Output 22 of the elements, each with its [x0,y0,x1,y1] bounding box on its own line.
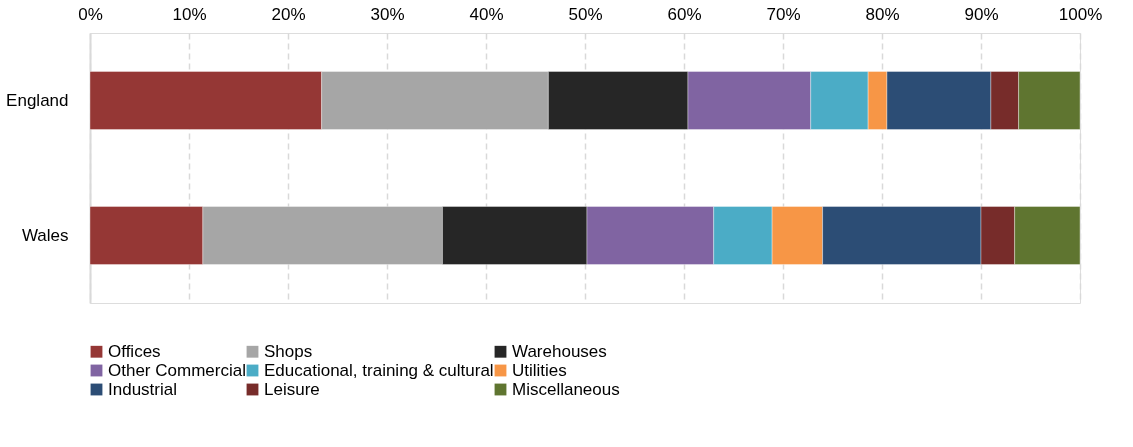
legend-label: Other Commercial [108,360,246,380]
x-tick-label: 60% [667,4,702,24]
x-tick-label: 80% [865,4,900,24]
legend-label: Offices [108,341,161,361]
x-tick-label: 100% [1058,4,1103,24]
x-tick-label: 30% [370,4,405,24]
x-tick-label: 90% [964,4,999,24]
x-tick-label: 20% [271,4,306,24]
legend-label: Educational, training & cultural [264,360,494,380]
x-tick-label: 70% [766,4,801,24]
y-tick-label: Wales [21,225,69,245]
legend-label: Miscellaneous [512,379,620,399]
x-tick-label: 0% [78,4,103,24]
legend-label: Utilities [512,360,567,380]
x-tick-label: 40% [469,4,504,24]
legend-label: Warehouses [512,341,607,361]
legend-label: Leisure [264,379,320,399]
legend-label: Shops [264,341,313,361]
y-tick-label: England [6,90,69,110]
legend-label: Industrial [108,379,177,399]
x-tick-label: 10% [172,4,207,24]
x-tick-label: 50% [568,4,603,24]
